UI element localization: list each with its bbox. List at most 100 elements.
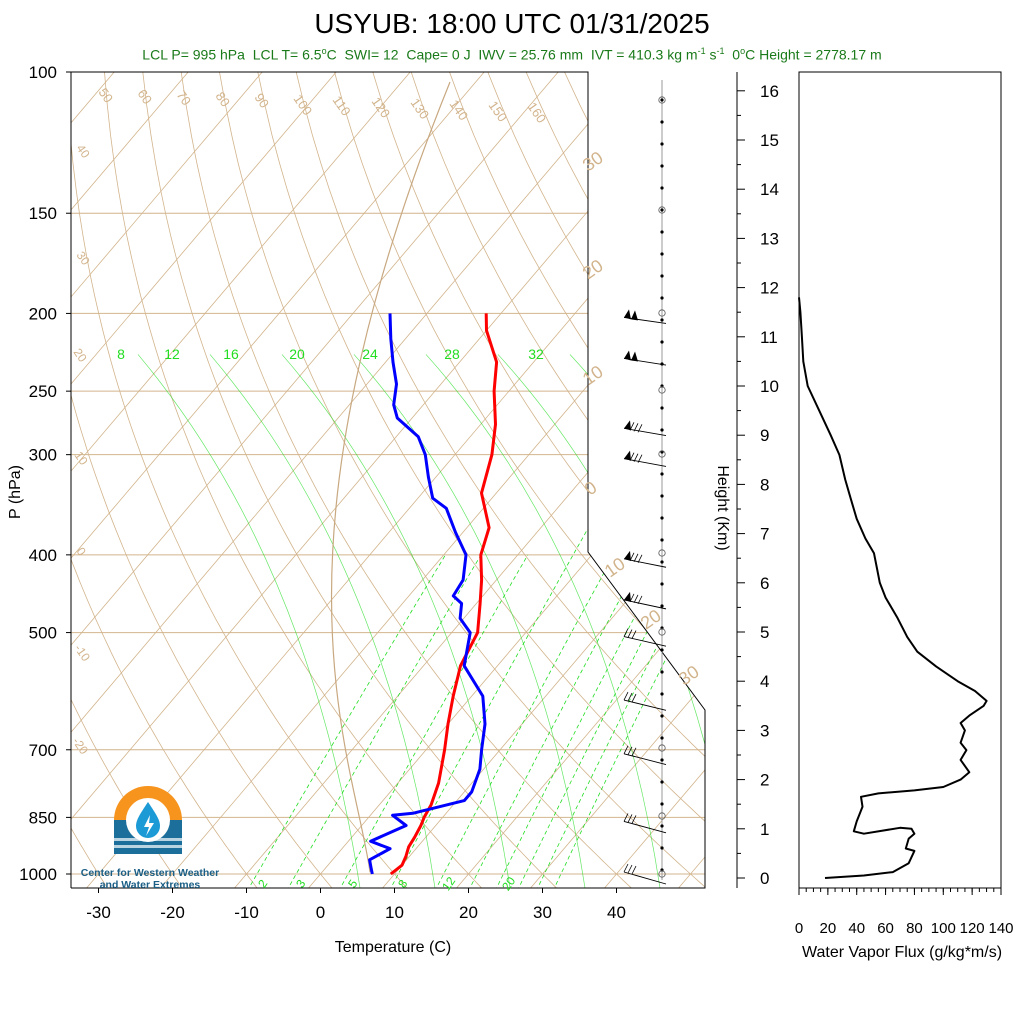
wind-level-dot: [660, 582, 664, 586]
flux-x-tick-label: 120: [960, 920, 985, 937]
moist-adiabat-label: 10: [601, 553, 629, 581]
flux-x-tick-label: 40: [848, 920, 865, 937]
height-tick-label: 5: [760, 623, 769, 642]
wind-barb-staff: [623, 458, 667, 467]
background-lines: [71, 72, 705, 888]
y-axis-title: P (hPa): [7, 465, 24, 519]
y-tick-label: 200: [29, 304, 57, 323]
wind-barb-feather: [637, 554, 643, 564]
wind-barb-staff: [623, 427, 667, 436]
wind-barb-feather: [631, 630, 637, 639]
wind-barb: [623, 420, 667, 436]
wind-level-dot: [660, 252, 664, 256]
wind-barb-feather: [633, 423, 639, 432]
flux-profile-line: [798, 297, 988, 879]
wind-calm-circle: [658, 744, 666, 752]
ivt-unit-s: s: [705, 46, 717, 63]
wind-barb-feather: [627, 629, 633, 638]
logo-icon: [114, 786, 182, 854]
height-tick-label: 1: [760, 820, 769, 839]
isotherm-label: 130: [408, 96, 433, 122]
isotherm-line: [71, 72, 648, 888]
height-tick-label: 8: [760, 475, 769, 494]
wind-barb-feather: [627, 692, 633, 702]
wind-barb-staff: [623, 699, 667, 711]
wind-level-dot: [660, 98, 664, 102]
dewpoint-profile-line: [368, 313, 487, 875]
wind-calm-circle: [658, 870, 666, 878]
x-tick-label: -30: [86, 903, 111, 922]
mixing-ratio-line: [246, 554, 446, 888]
height-tick-label: 12: [760, 279, 779, 298]
wind-barb-pennant: [624, 420, 631, 431]
wind-level-dot: [660, 142, 664, 146]
skew-t-frame: [70, 71, 706, 889]
wind-level-dot: [660, 318, 664, 322]
wind-barb-feather: [627, 864, 633, 874]
wind-level-dot: [660, 538, 664, 542]
height-tick-label: 0: [760, 869, 769, 888]
swi-value: SWI= 12: [344, 46, 399, 63]
profiles: [368, 313, 499, 876]
moist-adiabat-line: [425, 354, 661, 888]
wind-barb-pennant: [624, 350, 631, 361]
isotherm-label: 50: [96, 85, 117, 105]
cw3e-logo: Center for Western Weather and Water Ext…: [60, 782, 240, 892]
isotherm-line: [71, 72, 352, 888]
wind-barb-pennant: [631, 351, 638, 362]
moist-adiabat-line: [353, 354, 586, 888]
lcl-temperature-unit: C: [326, 46, 337, 63]
mixing-ratio-label-top: 20: [289, 346, 305, 362]
wind-barb-feather: [633, 594, 639, 604]
isotherm-line: [83, 72, 705, 888]
ivt-value: IVT = 410.3 kg m: [590, 46, 698, 63]
y-tick-label: 150: [29, 204, 57, 223]
x-tick-label: -20: [160, 903, 185, 922]
mixing-ratio-line: [552, 313, 705, 888]
wind-barb-staff: [623, 871, 667, 885]
degree-icon: o: [740, 46, 746, 56]
moist-adiabat-line: [569, 354, 705, 888]
flux-y-axis-title: Height (Km): [714, 465, 731, 550]
wind-level-dot: [660, 208, 664, 212]
wind-barb-feather: [637, 595, 643, 605]
wind-barb-feather: [629, 552, 635, 562]
dry-adiabat-line: [295, 72, 705, 888]
wind-barb-feather: [631, 815, 637, 824]
wind-barb-feather: [637, 454, 643, 463]
y-tick-label: 500: [29, 624, 57, 643]
wind-barb-feather: [631, 865, 637, 875]
wind-level-dot: [660, 494, 664, 498]
wind-barb-feather: [631, 693, 637, 703]
wind-calm-circle: [658, 96, 666, 104]
isotherm-label: 100: [291, 92, 316, 118]
wind-barb-feather: [637, 424, 643, 433]
wind-level-dot: [660, 230, 664, 234]
wind-level-dot: [660, 296, 664, 300]
dry-adiabat-label: 0: [74, 545, 89, 559]
ivt-exponent-1: -1: [697, 46, 706, 56]
dry-adiabat-label: 40: [74, 142, 93, 161]
wind-level-dot: [660, 736, 664, 740]
mixing-ratio-label-top: 16: [223, 346, 239, 362]
height-tick-label: 11: [760, 328, 778, 347]
wind-barb: [623, 745, 667, 766]
wind-level-dot: [660, 406, 664, 410]
isotherm-line: [601, 72, 705, 888]
y-tick-label: 1000: [19, 865, 57, 884]
mixing-ratio-line: [338, 554, 529, 888]
wind-barb-feather: [623, 628, 629, 637]
wind-level-dot: [660, 274, 664, 278]
x-tick-label: 40: [607, 903, 626, 922]
wind-barb-staff: [623, 753, 667, 766]
x-axis-title: Temperature (C): [335, 939, 451, 956]
moist-adiabat-label: 0: [581, 477, 601, 499]
x-tick-label: 30: [533, 903, 552, 922]
moist-adiabat-line: [497, 354, 705, 888]
dry-adiabat-line: [71, 72, 110, 888]
dry-adiabat-line: [372, 72, 705, 888]
wind-level-dot: [660, 560, 664, 564]
x-tick-label: -10: [234, 903, 259, 922]
height-tick-label: 7: [760, 525, 769, 544]
